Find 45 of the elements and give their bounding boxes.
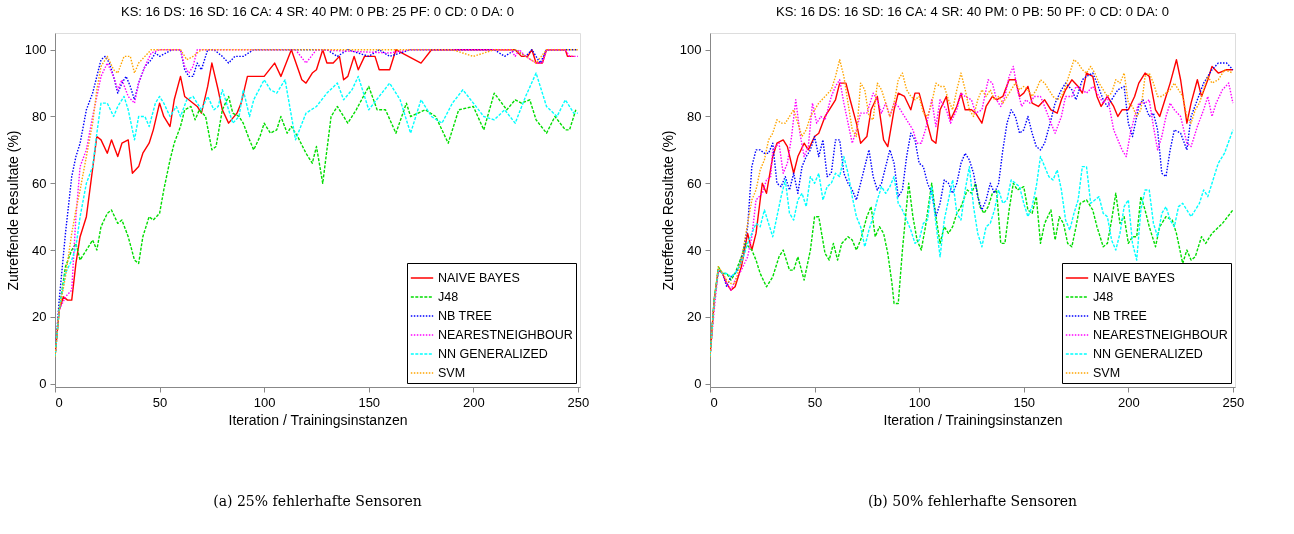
text: (a) 25% fehlerhafte Sensoren [213,493,422,509]
x-tick-label: 150 [358,394,381,410]
legend-label: SVM [438,366,466,380]
x-tick-label: 250 [567,394,590,410]
x-tick-label: 200 [462,394,485,410]
y-tick-label: 100 [679,42,702,58]
x-tick-label: 50 [152,394,168,410]
x-axis-title: Iteration / Trainingsinstanzen [883,411,1063,428]
legend-label: J48 [438,290,459,304]
legend-label: SVM [1093,366,1121,380]
y-tick-label: 0 [39,376,47,392]
x-tick-label: 0 [55,394,63,410]
y-tick-label: 20 [687,309,702,325]
x-tick-label: 200 [1117,394,1140,410]
x-axis-title: Iteration / Trainingsinstanzen [228,411,408,428]
chart-title: KS: 16 DS: 16 SD: 16 CA: 4 SR: 40 PM: 0 PB: 50 PF: 0 CD: 0 DA: 0 [775,4,1170,19]
legend-label: NB TREE [1093,309,1147,323]
legend-label: NN GENERALIZED [438,347,548,361]
y-tick-label: 60 [687,175,702,191]
x-tick-label: 50 [807,394,823,410]
y-tick-label: 80 [687,108,702,124]
legend-label: NB TREE [438,309,492,323]
y-axis-title: Zutreffende Resultate (%) [659,130,676,291]
y-axis-title: Zutreffende Resultate (%) [4,130,21,291]
y-tick-label: 100 [24,42,47,58]
x-tick-label: 250 [1222,394,1245,410]
legend-label: NN GENERALIZED [1093,347,1203,361]
x-tick-label: 150 [1013,394,1036,410]
y-tick-label: 20 [32,309,47,325]
text: (b) 50% fehlerhafte Sensoren [867,493,1078,509]
y-tick-label: 0 [694,376,702,392]
legend-label: NEARESTNEIGHBOUR [1093,328,1228,342]
x-tick-label: 0 [710,394,718,410]
x-tick-label: 100 [253,394,276,410]
x-tick-label: 100 [908,394,931,410]
y-tick-label: 60 [32,175,47,191]
y-tick-label: 40 [687,242,702,258]
line-series [710,129,1234,358]
y-tick-label: 80 [32,108,47,124]
legend-label: NEARESTNEIGHBOUR [438,328,573,342]
chart-title: KS: 16 DS: 16 SD: 16 CA: 4 SR: 40 PM: 0 PB: 25 PF: 0 CD: 0 DA: 0 [120,4,515,19]
legend-label: J48 [1093,290,1114,304]
y-tick-label: 40 [32,242,47,258]
legend-label: NAIVE BAYES [1093,271,1175,285]
legend-label: NAIVE BAYES [438,271,520,285]
